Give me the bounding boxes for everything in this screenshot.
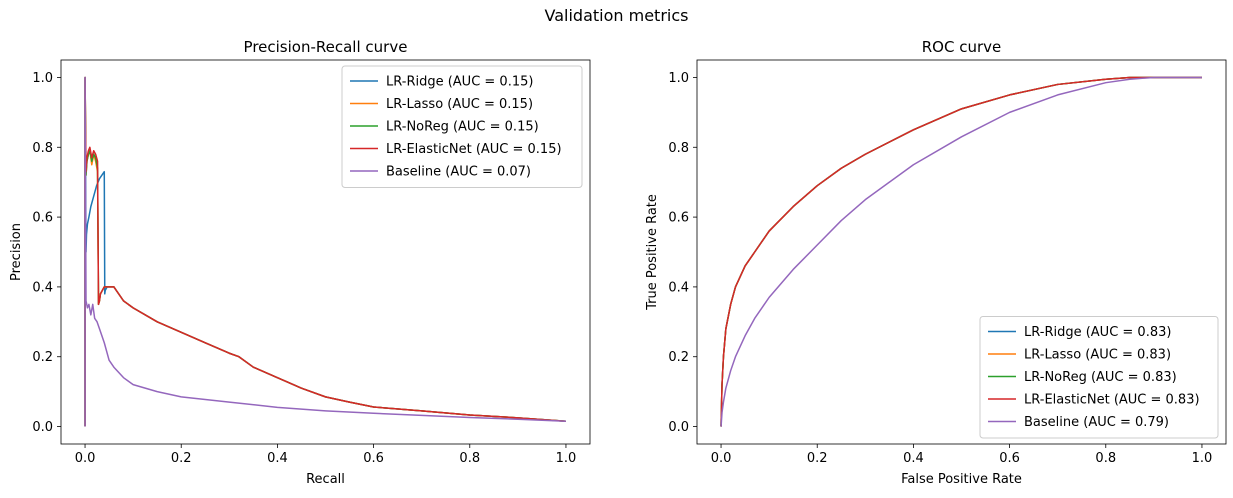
- figure-title: Validation metrics: [544, 6, 689, 25]
- y-tick-label: 0.0: [668, 420, 689, 435]
- legend-entry: LR-Lasso (AUC = 0.15): [386, 97, 533, 112]
- x-tick-label: 1.0: [556, 451, 577, 466]
- chart-panel-2: 0.0 0.2 0.4 0.6 0.8 1.0 0.0 0.2 0.4 0.6 0.8 1.0 ROC …: [645, 38, 1227, 487]
- x-tick-label: 0.0: [75, 451, 96, 466]
- x-tick-label: 0.2: [171, 451, 192, 466]
- y-tick-label: 1.0: [32, 71, 53, 86]
- chart-title: Precision-Recall curve: [244, 38, 408, 56]
- x-tick-label: 0.6: [999, 451, 1020, 466]
- x-axis-label: False Positive Rate: [901, 472, 1022, 487]
- y-tick-label: 0.6: [668, 211, 689, 226]
- x-tick-label: 0.8: [1095, 451, 1116, 466]
- legend-box: [979, 316, 1219, 439]
- series-line-4: [720, 76, 1202, 427]
- chart-panel-1: 0.0 0.2 0.4 0.6 0.8 1.0 0.0 0.2 0.4 0.6 0.8 1.0 Prec…: [9, 38, 591, 487]
- x-tick-label: 0.0: [711, 451, 732, 466]
- legend-entry: LR-Ridge (AUC = 0.83): [1024, 325, 1171, 340]
- y-tick-label: 0.4: [32, 280, 53, 295]
- chart-title: ROC curve: [922, 38, 1002, 56]
- x-tick-label: 0.4: [903, 451, 924, 466]
- y-axis-label: Precision: [9, 223, 24, 281]
- legend-entry: Baseline (AUC = 0.07): [386, 165, 531, 180]
- legend: LR-Ridge (AUC = 0.15) LR-Lasso (AUC = 0.1…: [341, 65, 583, 188]
- y-tick-label: 0.8: [32, 141, 53, 156]
- x-tick-label: 0.2: [807, 451, 828, 466]
- x-tick-label: 0.6: [363, 451, 384, 466]
- y-tick-label: 0.2: [668, 350, 689, 365]
- legend-box: [341, 65, 583, 188]
- y-tick-label: 1.0: [668, 71, 689, 86]
- y-tick-label: 0.8: [668, 141, 689, 156]
- series-line-5: [84, 76, 566, 427]
- x-axis-label: Recall: [306, 472, 345, 487]
- axes-frame: [696, 59, 1227, 445]
- legend: LR-Ridge (AUC = 0.83) LR-Lasso (AUC = 0.8…: [979, 316, 1219, 439]
- legend-entry: LR-NoReg (AUC = 0.15): [386, 120, 539, 135]
- y-tick-label: 0.2: [32, 350, 53, 365]
- legend-entry: LR-ElasticNet (AUC = 0.15): [386, 142, 562, 157]
- legend-entry: Baseline (AUC = 0.79): [1024, 415, 1169, 430]
- x-tick-label: 0.8: [459, 451, 480, 466]
- axes-frame: [60, 59, 591, 445]
- y-tick-label: 0.6: [32, 211, 53, 226]
- legend-entry: LR-ElasticNet (AUC = 0.83): [1024, 393, 1200, 408]
- legend-entry: LR-Ridge (AUC = 0.15): [386, 75, 533, 90]
- y-tick-label: 0.0: [32, 420, 53, 435]
- y-axis-label: True Positive Rate: [645, 194, 660, 311]
- series-line-4: [84, 76, 567, 427]
- legend-entry: LR-Lasso (AUC = 0.83): [1024, 348, 1171, 363]
- x-tick-label: 1.0: [1192, 451, 1213, 466]
- series-line-5: [720, 76, 1202, 427]
- y-tick-label: 0.4: [668, 280, 689, 295]
- x-tick-label: 0.4: [267, 451, 288, 466]
- legend-entry: LR-NoReg (AUC = 0.83): [1024, 370, 1177, 385]
